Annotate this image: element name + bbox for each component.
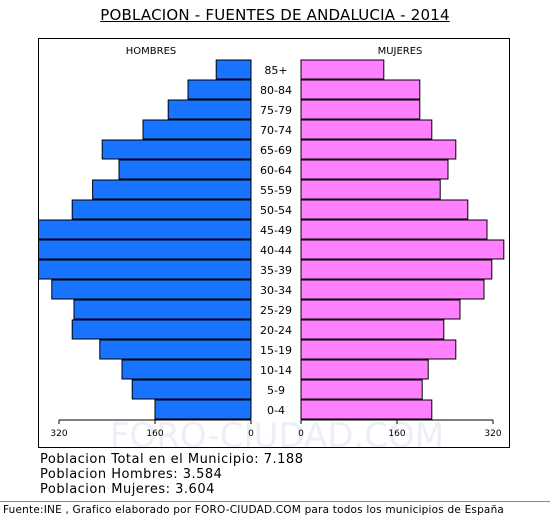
bar-hombres-0-4 (154, 399, 252, 420)
bar-mujeres-20-24 (300, 319, 445, 340)
chart-title: POBLACION - FUENTES DE ANDALUCIA - 2014 (100, 6, 450, 24)
bar-mujeres-75-79 (300, 99, 421, 120)
label-hombres: HOMBRES (126, 46, 177, 57)
age-label-5-9: 5-9 (267, 384, 285, 397)
age-label-35-39: 35-39 (260, 264, 292, 277)
age-label-85-plus: 85+ (264, 64, 287, 77)
women-population-text: Poblacion Mujeres: 3.604 (40, 482, 215, 497)
age-label-75-79: 75-79 (260, 104, 292, 117)
bar-hombres-40-44 (39, 239, 252, 260)
footer-source: Fuente:INE , Grafico elaborado por FORO-… (3, 504, 505, 516)
bar-mujeres-65-69 (300, 139, 457, 160)
bar-hombres-25-29 (73, 299, 252, 320)
bar-hombres-35-39 (39, 259, 252, 280)
tick-label-left-320: 320 (50, 429, 67, 439)
bar-hombres-85-plus (215, 59, 252, 80)
tick-label-right-0: 0 (298, 429, 304, 439)
bar-hombres-10-14 (121, 359, 252, 380)
bar-mujeres-15-19 (300, 339, 457, 360)
age-label-20-24: 20-24 (260, 324, 292, 337)
age-label-80-84: 80-84 (260, 84, 292, 97)
age-label-0-4: 0-4 (267, 404, 285, 417)
tick-label-left-0: 0 (248, 429, 254, 439)
chart-frame: FORO-CIUDAD.COM 85+ 80-84 75-79 70-74 65-69 6… (38, 38, 510, 448)
total-population-text: Poblacion Total en el Municipio: 7.188 (40, 452, 304, 467)
age-label-25-29: 25-29 (260, 304, 292, 317)
age-label-50-54: 50-54 (260, 204, 292, 217)
age-label-60-64: 60-64 (260, 164, 292, 177)
age-label-70-74: 70-74 (260, 124, 292, 137)
bar-hombres-70-74 (142, 119, 252, 140)
bar-mujeres-80-84 (300, 79, 421, 100)
tick-label-right-160: 160 (388, 429, 405, 439)
bar-hombres-55-59 (92, 179, 252, 200)
bar-mujeres-85-plus (300, 59, 385, 80)
bar-mujeres-10-14 (300, 359, 429, 380)
bar-mujeres-45-49 (300, 219, 488, 240)
bar-hombres-15-19 (99, 339, 252, 360)
age-label-30-34: 30-34 (260, 284, 292, 297)
bar-hombres-30-34 (51, 279, 252, 300)
age-label-65-69: 65-69 (260, 144, 292, 157)
bar-hombres-45-49 (39, 219, 252, 240)
bar-hombres-75-79 (167, 99, 252, 120)
bar-hombres-65-69 (101, 139, 252, 160)
bar-mujeres-60-64 (300, 159, 449, 180)
tick-label-right-320: 320 (484, 429, 501, 439)
bar-hombres-80-84 (187, 79, 252, 100)
bar-mujeres-70-74 (300, 119, 433, 140)
age-label-15-19: 15-19 (260, 344, 292, 357)
age-label-40-44: 40-44 (260, 244, 292, 257)
bar-hombres-20-24 (71, 319, 252, 340)
bar-mujeres-55-59 (300, 179, 441, 200)
men-population-text: Poblacion Hombres: 3.584 (40, 467, 223, 482)
label-mujeres: MUJERES (378, 46, 423, 57)
age-label-55-59: 55-59 (260, 184, 292, 197)
watermark-text: FORO-CIUDAD.COM (110, 416, 444, 447)
bar-mujeres-0-4 (300, 399, 433, 420)
bar-mujeres-25-29 (300, 299, 461, 320)
bar-hombres-5-9 (131, 379, 252, 400)
footer-divider (0, 501, 550, 502)
bar-hombres-50-54 (71, 199, 252, 220)
bar-mujeres-5-9 (300, 379, 423, 400)
bar-mujeres-35-39 (300, 259, 493, 280)
bar-mujeres-30-34 (300, 279, 485, 300)
bar-mujeres-50-54 (300, 199, 469, 220)
population-pyramid: FORO-CIUDAD.COM 85+ 80-84 75-79 70-74 65-69 6… (39, 46, 505, 447)
age-label-10-14: 10-14 (260, 364, 292, 377)
tick-label-left-160: 160 (146, 429, 163, 439)
bar-mujeres-40-44 (300, 239, 505, 260)
bar-hombres-60-64 (118, 159, 252, 180)
age-label-45-49: 45-49 (260, 224, 292, 237)
